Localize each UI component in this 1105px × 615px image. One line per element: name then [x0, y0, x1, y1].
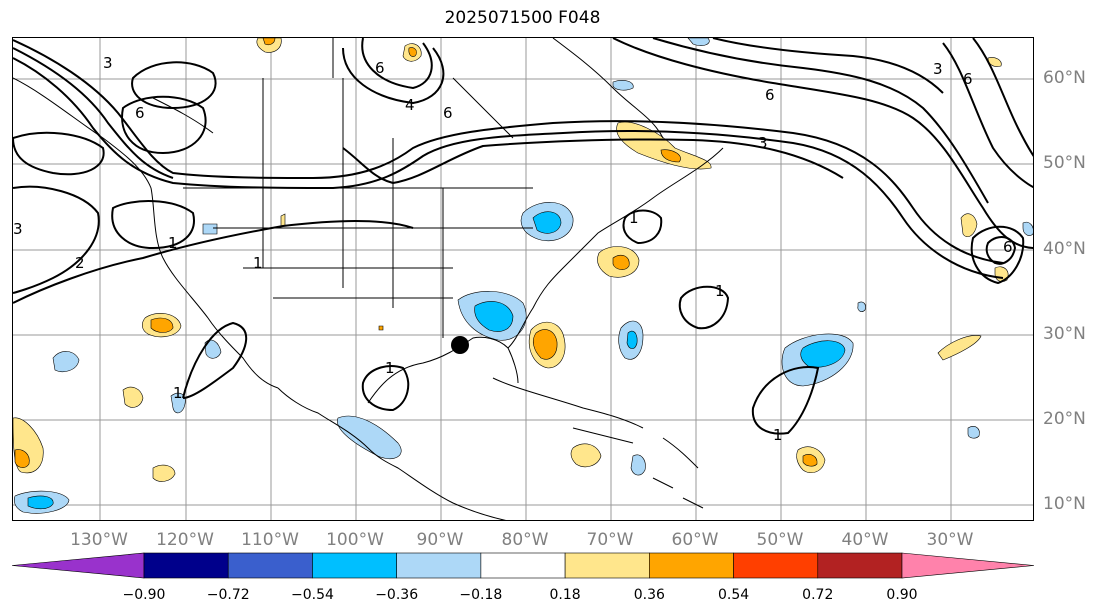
lon-label-90w: 90°W — [416, 530, 464, 550]
gridlines — [13, 38, 1033, 520]
colorbar-tick-label: 0.36 — [633, 587, 665, 603]
lat-label-50n: 50°N — [1043, 153, 1086, 173]
map-svg: 3 6 1 2 1 1 6 4 6 3 6 1 1 1 1 3 6 3 6 — [13, 38, 1033, 520]
colorbar-extend-high — [901, 552, 1035, 579]
colorbar-segment — [480, 552, 566, 579]
contours — [13, 38, 1033, 435]
positive-anomaly-fills — [13, 38, 1009, 482]
contour-label: 1 — [173, 384, 183, 402]
contour-labels: 3 6 1 2 1 1 6 4 6 3 6 1 1 1 1 3 6 3 6 — [13, 54, 1013, 444]
colorbar-segment — [143, 552, 229, 579]
coastlines — [13, 38, 724, 520]
contour-label: 1 — [253, 254, 263, 272]
lon-label-60w: 60°W — [671, 530, 719, 550]
contour-label: 1 — [168, 234, 178, 252]
colorbar-tick-label: 0.72 — [802, 587, 834, 603]
contour-label: 1 — [773, 426, 783, 444]
contour-label: 6 — [443, 104, 453, 122]
colorbar-segment — [396, 552, 482, 579]
colorbar-segment — [227, 552, 313, 579]
colorbar-tick-label: 0.54 — [717, 587, 750, 603]
contour-label: 2 — [75, 254, 85, 272]
lon-label-50w: 50°W — [756, 530, 804, 550]
contour-label: 6 — [135, 104, 145, 122]
map-title: 2025071500 F048 — [444, 8, 601, 28]
contour-label: 6 — [375, 59, 385, 77]
colorbar-segment — [564, 552, 650, 579]
lon-label-40w: 40°W — [841, 530, 889, 550]
colorbar-tick-label: −0.90 — [122, 587, 166, 603]
lon-label-120w: 120°W — [156, 530, 214, 550]
contour-label: 6 — [1003, 238, 1013, 256]
contour-label: 3 — [758, 134, 768, 152]
negative-anomaly-fills — [13, 38, 1033, 514]
lon-label-100w: 100°W — [326, 530, 384, 550]
contour-label: 6 — [963, 70, 973, 88]
map-panel: 3 6 1 2 1 1 6 4 6 3 6 1 1 1 1 3 6 3 6 — [12, 37, 1034, 521]
contour-label: 3 — [13, 220, 23, 238]
lon-label-80w: 80°W — [501, 530, 549, 550]
colorbar-tick-label: −0.18 — [459, 587, 503, 603]
colorbar-segment — [733, 552, 819, 579]
lat-label-20n: 20°N — [1043, 409, 1086, 429]
colorbar-tick-label: 0.90 — [886, 587, 918, 603]
lon-label-110w: 110°W — [241, 530, 299, 550]
contour-label: 1 — [385, 359, 395, 377]
colorbar-tick-label: −0.72 — [206, 587, 250, 603]
lon-label-70w: 70°W — [586, 530, 634, 550]
lon-label-30w: 30°W — [926, 530, 974, 550]
contour-label: 3 — [103, 54, 113, 72]
colorbar-extend-low — [11, 552, 145, 579]
contour-label: 4 — [405, 96, 415, 114]
contour-label: 1 — [715, 282, 725, 300]
contour-label: 1 — [629, 209, 639, 227]
lon-label-130w: 130°W — [70, 530, 128, 550]
colorbar-segment — [649, 552, 734, 579]
location-marker — [451, 336, 469, 354]
contour-label: 3 — [933, 60, 943, 78]
lat-label-10n: 10°N — [1043, 494, 1086, 514]
colorbar-tick-label: −0.54 — [290, 587, 334, 603]
colorbar — [11, 552, 1035, 579]
lat-label-40n: 40°N — [1043, 239, 1086, 259]
contour-label: 6 — [765, 86, 775, 104]
colorbar-tick-label: −0.36 — [375, 587, 419, 603]
lat-label-30n: 30°N — [1043, 324, 1086, 344]
colorbar-tick-label: 0.18 — [549, 587, 581, 603]
lat-label-60n: 60°N — [1043, 68, 1086, 88]
colorbar-segment — [312, 552, 397, 579]
colorbar-segment — [817, 552, 903, 579]
